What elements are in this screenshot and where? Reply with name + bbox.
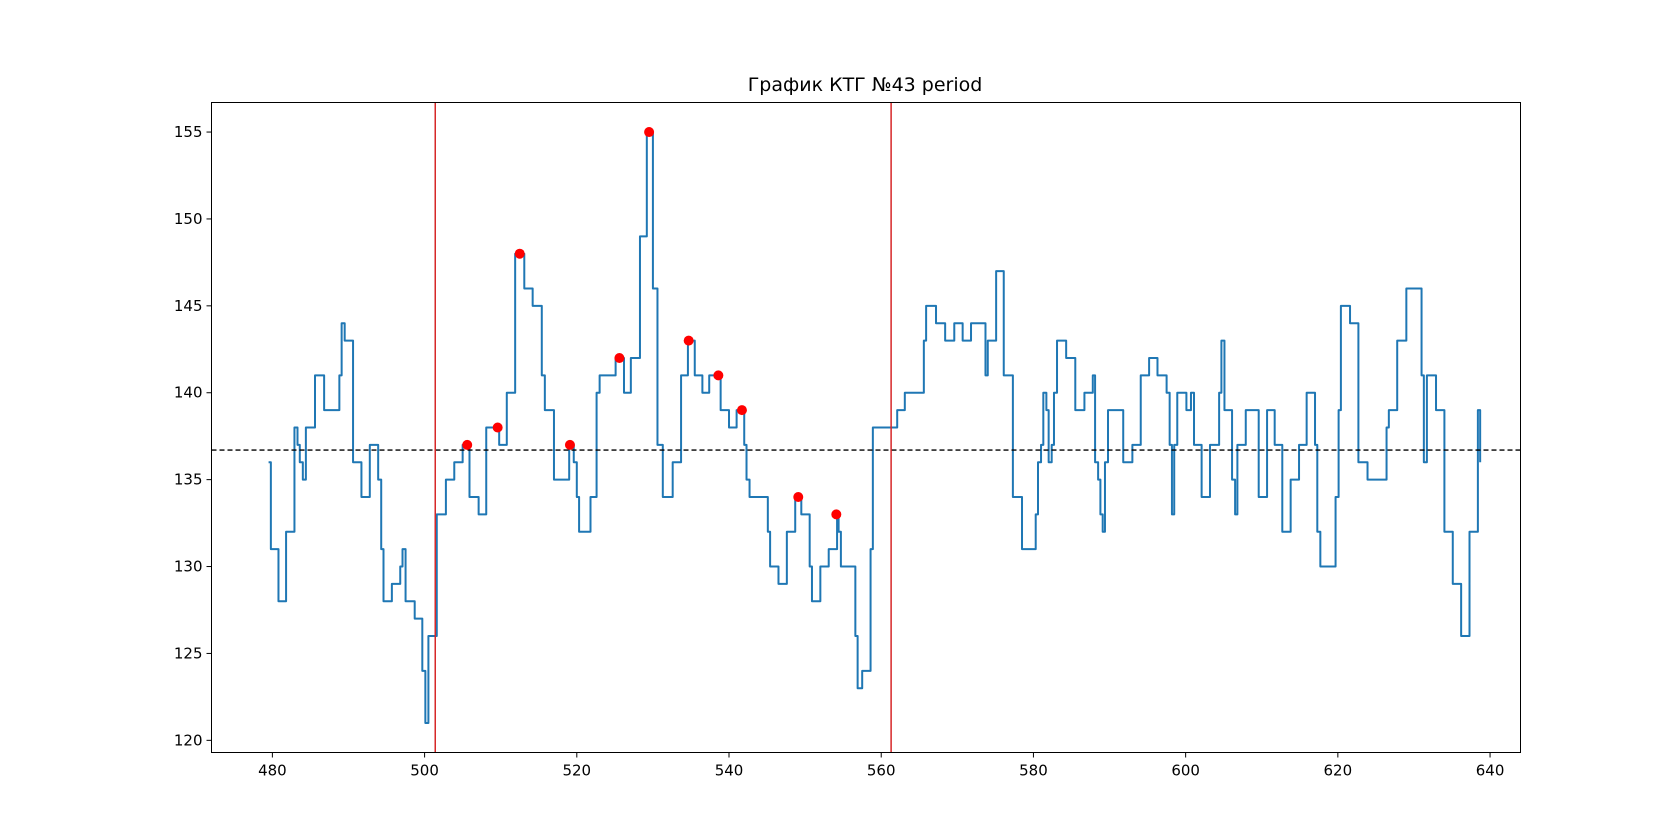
y-tick-label: 130 [174, 558, 203, 576]
y-tick-label: 125 [174, 644, 203, 662]
y-tick-label: 120 [174, 731, 203, 749]
peak-marker-2 [514, 248, 525, 259]
peak-marker-8 [736, 405, 747, 416]
peak-marker-1 [492, 422, 503, 433]
peak-marker-0 [462, 439, 473, 450]
y-tick-label: 140 [174, 384, 203, 402]
x-tick-label: 500 [410, 762, 439, 780]
y-tick-label: 145 [174, 297, 203, 315]
y-axis: 120 125 130 135 140 145 150 155 [174, 123, 212, 749]
chart-title: График КТГ №43 period [748, 74, 983, 96]
plot-frame [211, 102, 1521, 753]
peak-marker-6 [683, 335, 694, 346]
peak-marker-4 [614, 352, 625, 363]
y-tick-label: 135 [174, 471, 203, 489]
peak-marker-3 [564, 439, 575, 450]
x-axis: 480 500 520 540 560 580 600 620 640 [258, 752, 1505, 780]
y-tick-label: 150 [174, 210, 203, 228]
peak-marker-5 [644, 127, 655, 138]
x-tick-label: 520 [562, 762, 591, 780]
x-tick-label: 560 [867, 762, 896, 780]
plot-area [211, 102, 1521, 753]
x-tick-label: 480 [258, 762, 287, 780]
series-line-0 [268, 131, 1482, 724]
y-tick-label: 155 [174, 123, 203, 141]
peak-marker-7 [713, 370, 724, 381]
peak-marker-10 [831, 509, 842, 520]
x-tick-label: 600 [1171, 762, 1200, 780]
peak-marker-9 [793, 492, 804, 503]
x-tick-label: 540 [715, 762, 744, 780]
x-tick-label: 580 [1019, 762, 1048, 780]
x-tick-label: 640 [1476, 762, 1505, 780]
x-tick-label: 620 [1324, 762, 1353, 780]
